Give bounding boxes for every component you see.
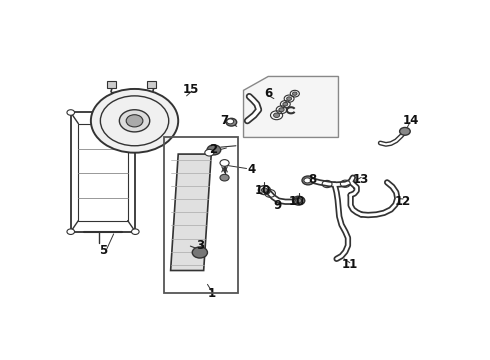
Polygon shape	[169, 113, 177, 121]
Polygon shape	[93, 109, 104, 115]
Text: 3: 3	[196, 239, 204, 252]
Text: 1: 1	[207, 287, 215, 300]
Text: 2: 2	[209, 143, 217, 156]
Bar	[164, 136, 238, 293]
Text: 10: 10	[289, 195, 305, 208]
Text: 14: 14	[402, 114, 419, 127]
Polygon shape	[115, 91, 127, 96]
Polygon shape	[156, 139, 169, 144]
Text: 13: 13	[353, 172, 369, 185]
Circle shape	[293, 92, 297, 95]
Polygon shape	[133, 90, 142, 96]
Polygon shape	[110, 140, 117, 149]
Circle shape	[295, 198, 302, 203]
Polygon shape	[142, 145, 154, 150]
Circle shape	[287, 97, 292, 100]
Circle shape	[283, 102, 288, 106]
Circle shape	[226, 118, 237, 126]
Circle shape	[302, 176, 314, 185]
Polygon shape	[165, 101, 172, 110]
Text: 6: 6	[264, 87, 272, 100]
Circle shape	[67, 110, 74, 115]
Text: 12: 12	[395, 195, 411, 208]
Circle shape	[192, 247, 207, 258]
Circle shape	[279, 108, 284, 112]
Polygon shape	[171, 154, 211, 270]
Polygon shape	[98, 132, 104, 141]
Polygon shape	[244, 76, 339, 138]
Polygon shape	[92, 121, 100, 129]
Polygon shape	[165, 127, 176, 133]
Polygon shape	[101, 98, 113, 102]
Circle shape	[400, 127, 410, 135]
Circle shape	[131, 229, 139, 234]
Circle shape	[273, 113, 280, 117]
Text: 15: 15	[183, 83, 199, 96]
Polygon shape	[127, 145, 136, 152]
Circle shape	[227, 119, 234, 124]
Circle shape	[91, 89, 178, 153]
Circle shape	[304, 178, 311, 183]
Polygon shape	[152, 93, 159, 101]
Circle shape	[67, 229, 74, 234]
Circle shape	[220, 174, 229, 181]
Text: 11: 11	[342, 258, 358, 271]
Text: 5: 5	[99, 244, 107, 257]
Bar	[147, 81, 156, 88]
Text: 4: 4	[247, 163, 255, 176]
Circle shape	[261, 188, 268, 192]
Text: 10: 10	[254, 184, 270, 197]
Circle shape	[131, 110, 139, 115]
Circle shape	[120, 110, 150, 132]
Text: 9: 9	[273, 199, 282, 212]
Circle shape	[126, 115, 143, 127]
Bar	[107, 81, 116, 88]
Circle shape	[220, 159, 229, 166]
Circle shape	[207, 145, 220, 155]
Text: 8: 8	[308, 172, 316, 185]
Text: 7: 7	[220, 114, 229, 127]
Circle shape	[205, 149, 214, 156]
